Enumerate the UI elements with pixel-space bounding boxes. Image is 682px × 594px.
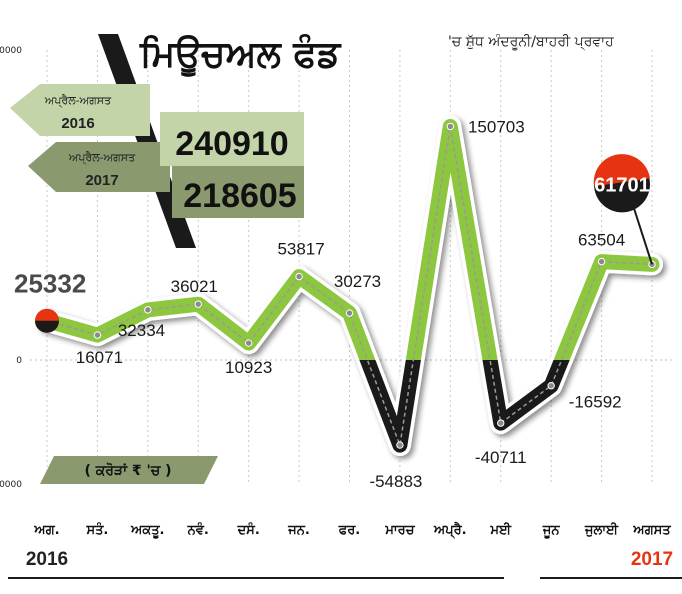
summary-panel: ਅਪ੍ਰੈਲ-ਅਗਸਤ 2016 ਅਪ੍ਰੈਲ-ਅਗਸਤ 2017 240910…	[10, 84, 304, 218]
data-label: 36021	[171, 277, 218, 296]
year-end-label: 2017	[631, 549, 673, 570]
unit-label-box	[40, 456, 218, 484]
data-point	[194, 300, 202, 308]
x-category-label: ਅਪ੍ਰੈ.	[433, 521, 467, 539]
chart-title: ਮਿਊਚਅਲ ਫੰਡ	[139, 33, 342, 78]
start-marker-half	[35, 320, 59, 333]
data-point	[497, 419, 505, 427]
chart-subtitle: 'ਚ ਸ਼ੁੱਧ ਅੰਦਰੂਨੀ/ਬਾਹਰੀ ਪ੍ਰਵਾਹ	[448, 33, 614, 51]
summary-period-2016: ਅਪ੍ਰੈਲ-ਅਗਸਤ	[44, 94, 112, 107]
summary-year-2017: 2017	[85, 172, 118, 189]
x-category-label: ਜੁਲਾਈ	[584, 522, 619, 538]
end-marker: 61701	[593, 154, 653, 265]
x-category-label: ਜਨ.	[287, 523, 310, 538]
y-tick-label: -80000	[0, 480, 22, 490]
data-label: 63504	[578, 231, 625, 250]
data-label: 30273	[334, 272, 381, 291]
x-category-label: ਅਕਤੂ.	[130, 523, 164, 539]
x-category-label: ਜੂਨ	[542, 523, 560, 539]
data-point	[446, 122, 455, 131]
data-point	[547, 382, 555, 390]
data-labels: 16071 32334 36021 10923 53817 30273 -54883 1507…	[76, 117, 625, 491]
start-value-label: 25332	[14, 269, 86, 299]
start-marker	[35, 308, 59, 333]
unit-label-text: ( ਕਰੋੜਾਂ ₹ 'ਚ )	[84, 462, 171, 479]
x-category-label: ਮਈ	[489, 522, 512, 538]
data-label: 150703	[468, 117, 525, 136]
data-markers	[93, 122, 656, 449]
data-point	[597, 257, 606, 266]
summary-tag-2016	[10, 84, 150, 136]
data-label: -54883	[369, 472, 422, 491]
unit-label: ( ਕਰੋੜਾਂ ₹ 'ਚ )	[40, 456, 218, 484]
x-category-label: ਦਸੰ.	[237, 521, 260, 538]
y-tick-label: 200000	[0, 46, 22, 56]
summary-period-2017: ਅਪ੍ਰੈਲ-ਅਗਸਤ	[68, 151, 136, 164]
data-label: 32334	[118, 321, 165, 340]
end-value-label: 61701	[594, 174, 650, 196]
summary-value-2017: 218605	[183, 177, 296, 215]
data-label: 16071	[76, 348, 123, 367]
x-category-label: ਫਰ.	[338, 523, 361, 538]
x-category-label: ਅਗ.	[33, 523, 59, 538]
x-category-label: ਮਾਰਚ	[384, 523, 415, 538]
y-tick-label: 0	[16, 356, 22, 366]
summary-box-2016	[160, 112, 304, 166]
x-category-label: ਸਤੰ.	[85, 521, 108, 538]
summary-year-2016: 2016	[61, 115, 94, 132]
data-label: -16592	[569, 393, 622, 412]
data-point	[295, 272, 303, 281]
x-axis-categories: ਅਗ. ਸਤੰ. ਅਕਤੂ. ਨਵੰ. ਦਸੰ. ਜਨ. ਫਰ. ਮਾਰਚ ਅਪ੍ਰੈ. ਮਈ ਜੂ…	[33, 521, 671, 539]
summary-tag-2017	[28, 142, 170, 192]
summary-value-2016: 240910	[175, 125, 288, 163]
data-label: 10923	[225, 358, 272, 377]
data-point	[244, 339, 253, 347]
data-label: 53817	[277, 240, 324, 259]
x-category-label: ਅਗਸਤ	[632, 523, 671, 538]
end-marker-stick	[633, 208, 653, 265]
x-category-label: ਨਵੰ.	[187, 521, 209, 538]
data-point	[144, 306, 152, 314]
data-point	[93, 331, 102, 339]
year-start-label: 2016	[26, 549, 68, 570]
data-point	[345, 309, 354, 317]
end-marker-red-half	[593, 154, 650, 187]
data-label: -40711	[475, 448, 527, 467]
summary-box-2017	[172, 166, 304, 218]
data-point	[396, 441, 404, 449]
